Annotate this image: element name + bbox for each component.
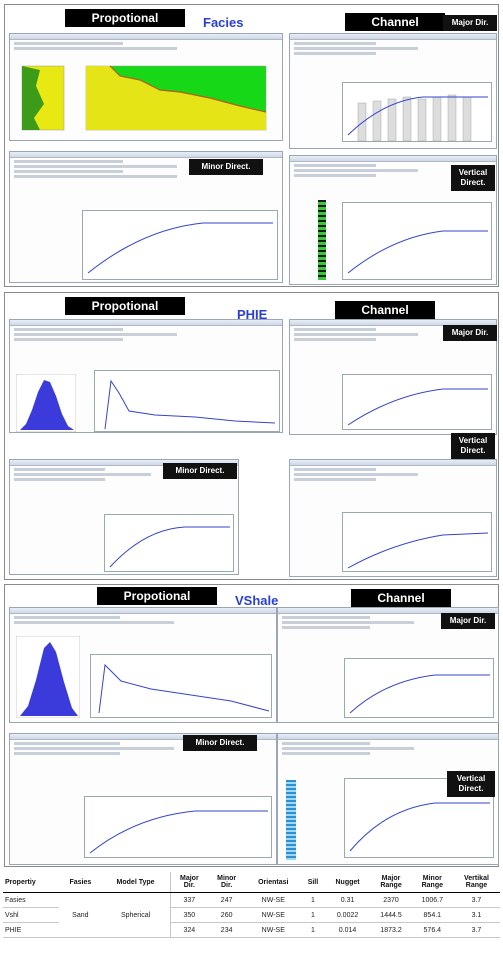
vshale-vertical-label: Vertical Direct. xyxy=(447,771,495,797)
cell-minor-dir: 247 xyxy=(207,892,246,908)
vshale-channel-tag: Channel xyxy=(351,589,451,607)
phie-vertical-window xyxy=(289,459,497,577)
cell-model-type: Spherical xyxy=(101,892,171,938)
cell-major-range: 2370 xyxy=(370,892,412,908)
vshale-proportion-curve xyxy=(90,654,272,718)
table-row: Fasies Sand Spherical 337 247 NW-SE 1 0.… xyxy=(3,892,500,938)
vshale-minor-window xyxy=(9,733,277,865)
facies-major-variogram xyxy=(342,82,492,142)
cell-nugget: 0.31 xyxy=(324,892,371,908)
header-nugget: Nugget xyxy=(324,872,371,893)
phie-proportional-window xyxy=(9,319,283,433)
facies-major-window xyxy=(289,33,497,149)
phie-minor-label: Minor Direct. xyxy=(163,463,237,479)
table-row: PHIE 324 234 NW-SE 1 0.014 1873.2 576.4 … xyxy=(3,922,500,938)
header-orientasi: Orientasi xyxy=(245,872,302,893)
cell-minor-range: 1006.7 xyxy=(411,892,453,908)
vshale-minor-label: Minor Direct. xyxy=(183,735,257,751)
cell-major-range: 1444.5 xyxy=(370,907,412,923)
header-vertikal-range: Vertikal Range xyxy=(452,872,500,893)
facies-panel: Propotional Facies Channel xyxy=(4,4,499,287)
table-row: Vshl 350 260 NW-SE 1 0.0022 1444.5 854.1… xyxy=(3,907,500,923)
phie-major-label: Major Dir. xyxy=(443,325,497,341)
phie-proportion-curve xyxy=(94,370,280,432)
cell-major-dir: 324 xyxy=(169,922,208,938)
vshale-section-title: VShale xyxy=(235,593,279,608)
cell-minor-dir: 260 xyxy=(207,907,246,923)
facies-vertical-variogram xyxy=(342,202,492,280)
phie-vertical-variogram xyxy=(342,512,492,572)
cell-nugget: 0.0022 xyxy=(324,907,371,923)
cell-property: PHIE xyxy=(3,922,60,938)
cell-major-range: 1873.2 xyxy=(370,922,412,938)
cell-minor-range: 854.1 xyxy=(411,907,453,923)
cell-orientasi: NW-SE xyxy=(245,907,302,923)
phie-section-title: PHIE xyxy=(237,307,268,322)
cell-vertikal-range: 3.7 xyxy=(452,892,500,908)
phie-major-variogram xyxy=(342,374,492,430)
facies-proportion-plot xyxy=(21,65,267,131)
phie-channel-tag: Channel xyxy=(335,301,435,319)
header-model-type: Model Type xyxy=(101,872,171,893)
cell-sill: 1 xyxy=(301,922,325,938)
phie-minor-variogram xyxy=(104,514,234,572)
header-major-range: Major Range xyxy=(370,872,412,893)
phie-propotional-tag: Propotional xyxy=(65,297,185,315)
facies-minor-label: Minor Direct. xyxy=(189,159,263,175)
header-fasies: Fasies xyxy=(59,872,102,893)
cell-orientasi: NW-SE xyxy=(245,922,302,938)
vshale-major-variogram xyxy=(344,658,494,718)
facies-vertical-well-log xyxy=(318,200,326,280)
cell-sill: 1 xyxy=(301,892,325,908)
vshale-panel: Propotional VShale Channel Major Dir. Mi… xyxy=(4,584,499,867)
cell-major-dir: 350 xyxy=(169,907,208,923)
phie-panel: Propotional PHIE Channel Major Dir. Mino… xyxy=(4,292,499,580)
cell-major-dir: 337 xyxy=(169,892,208,908)
facies-proportional-window xyxy=(9,33,283,141)
vshale-proportional-window xyxy=(9,607,277,723)
header-sill: Sill xyxy=(301,872,325,893)
vshale-propotional-tag: Propotional xyxy=(97,587,217,605)
table-header-row: Propertiy Fasies Model Type Major Dir. M… xyxy=(3,872,500,893)
cell-property: Vshl xyxy=(3,907,60,923)
vshale-minor-variogram xyxy=(84,796,272,858)
header-propertiy: Propertiy xyxy=(3,872,60,893)
facies-vertical-label: Vertical Direct. xyxy=(451,165,495,191)
facies-section-title: Facies xyxy=(203,15,244,30)
vshale-vertical-well-log xyxy=(286,780,296,860)
cell-minor-range: 576.4 xyxy=(411,922,453,938)
vshale-vertical-window xyxy=(277,733,499,865)
facies-propotional-tag: Propotional xyxy=(65,9,185,27)
facies-minor-variogram xyxy=(82,210,278,280)
cell-minor-dir: 234 xyxy=(207,922,246,938)
phie-vertical-label: Vertical Direct. xyxy=(451,433,495,459)
facies-channel-tag: Channel xyxy=(345,13,445,31)
cell-vertikal-range: 3.7 xyxy=(452,922,500,938)
vshale-major-label: Major Dir. xyxy=(441,613,495,629)
cell-property: Fasies xyxy=(3,892,60,908)
cell-orientasi: NW-SE xyxy=(245,892,302,908)
cell-fasies: Sand xyxy=(59,892,102,938)
variogram-parameters-table: Propertiy Fasies Model Type Major Dir. M… xyxy=(3,872,500,938)
header-minor-dir: Minor Dir. xyxy=(207,872,246,893)
header-major-dir: Major Dir. xyxy=(169,872,208,893)
cell-vertikal-range: 3.1 xyxy=(452,907,500,923)
header-minor-range: Minor Range xyxy=(411,872,453,893)
phie-histogram xyxy=(16,374,76,432)
facies-major-label: Major Dir. xyxy=(443,15,497,31)
cell-sill: 1 xyxy=(301,907,325,923)
vshale-histogram xyxy=(16,636,80,718)
cell-nugget: 0.014 xyxy=(324,922,371,938)
